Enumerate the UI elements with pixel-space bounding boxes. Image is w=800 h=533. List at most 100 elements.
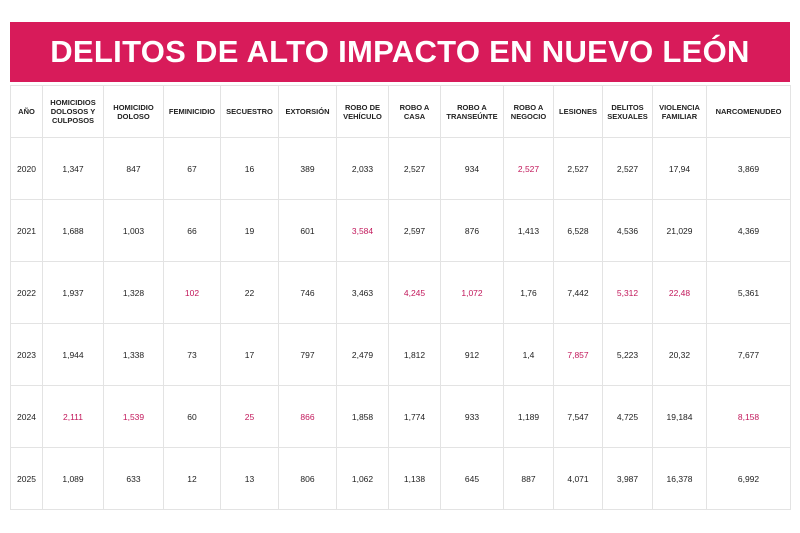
value-cell: 2,527: [388, 137, 441, 200]
value-cell: 1,4: [503, 323, 554, 386]
value-cell: 866: [278, 385, 337, 448]
value-cell: 1,812: [388, 323, 441, 386]
column-header: ROBO A CASA: [388, 85, 441, 138]
value-cell: 60: [163, 385, 221, 448]
value-cell: 1,328: [103, 261, 164, 324]
value-cell: 1,774: [388, 385, 441, 448]
column-header: FEMINICIDIO: [163, 85, 221, 138]
value-cell: 5,312: [602, 261, 653, 324]
value-cell: 2,597: [388, 199, 441, 262]
value-cell: 2,111: [42, 385, 104, 448]
value-cell: 2,033: [336, 137, 389, 200]
year-cell: 2021: [10, 199, 43, 262]
value-cell: 20,32: [652, 323, 707, 386]
column-header: VIOLENCIA FAMILIAR: [652, 85, 707, 138]
value-cell: 806: [278, 447, 337, 510]
table-row: 2020 1,347 847 67 16 389 2,033 2,527 934 2,527 2,5…: [10, 137, 791, 200]
value-cell: 4,369: [706, 199, 791, 262]
value-cell: 4,071: [553, 447, 603, 510]
value-cell: 3,584: [336, 199, 389, 262]
column-header: HOMICIDIO DOLOSO: [103, 85, 164, 138]
column-header: ROBO A NEGOCIO: [503, 85, 554, 138]
value-cell: 2,527: [503, 137, 554, 200]
year-cell: 2020: [10, 137, 43, 200]
value-cell: 6,528: [553, 199, 603, 262]
value-cell: 19,184: [652, 385, 707, 448]
value-cell: 13: [220, 447, 279, 510]
value-cell: 73: [163, 323, 221, 386]
year-cell: 2022: [10, 261, 43, 324]
table-row: 2021 1,688 1,003 66 19 601 3,584 2,597 876 1,413 6…: [10, 199, 791, 262]
value-cell: 912: [440, 323, 504, 386]
value-cell: 633: [103, 447, 164, 510]
value-cell: 21,029: [652, 199, 707, 262]
value-cell: 1,76: [503, 261, 554, 324]
year-cell: 2024: [10, 385, 43, 448]
value-cell: 1,944: [42, 323, 104, 386]
value-cell: 2,479: [336, 323, 389, 386]
column-header: EXTORSIÓN: [278, 85, 337, 138]
year-cell: 2025: [10, 447, 43, 510]
value-cell: 933: [440, 385, 504, 448]
value-cell: 17: [220, 323, 279, 386]
column-header: DELITOS SEXUALES: [602, 85, 653, 138]
value-cell: 5,361: [706, 261, 791, 324]
value-cell: 7,547: [553, 385, 603, 448]
value-cell: 1,072: [440, 261, 504, 324]
value-cell: 12: [163, 447, 221, 510]
value-cell: 66: [163, 199, 221, 262]
value-cell: 1,138: [388, 447, 441, 510]
value-cell: 16: [220, 137, 279, 200]
header-row: AÑO HOMICIDIOS DOLOSOS Y CULPOSOS HOMICIDI…: [10, 85, 791, 138]
value-cell: 5,223: [602, 323, 653, 386]
value-cell: 847: [103, 137, 164, 200]
column-header: ROBO A TRANSEÚNTE: [440, 85, 504, 138]
value-cell: 746: [278, 261, 337, 324]
value-cell: 8,158: [706, 385, 791, 448]
value-cell: 887: [503, 447, 554, 510]
column-header: HOMICIDIOS DOLOSOS Y CULPOSOS: [42, 85, 104, 138]
value-cell: 2,527: [602, 137, 653, 200]
value-cell: 934: [440, 137, 504, 200]
table-row: 2023 1,944 1,338 73 17 797 2,479 1,812 912 1,4 7,8…: [10, 323, 791, 386]
value-cell: 1,338: [103, 323, 164, 386]
column-header: ROBO DE VEHÍCULO: [336, 85, 389, 138]
title-banner: DELITOS DE ALTO IMPACTO EN NUEVO LEÓN: [10, 22, 790, 82]
year-cell: 2023: [10, 323, 43, 386]
value-cell: 102: [163, 261, 221, 324]
value-cell: 876: [440, 199, 504, 262]
value-cell: 4,245: [388, 261, 441, 324]
value-cell: 17,94: [652, 137, 707, 200]
value-cell: 1,937: [42, 261, 104, 324]
table-row: 2025 1,089 633 12 13 806 1,062 1,138 645 887 4,071…: [10, 447, 791, 510]
value-cell: 19: [220, 199, 279, 262]
value-cell: 6,992: [706, 447, 791, 510]
value-cell: 797: [278, 323, 337, 386]
value-cell: 22,48: [652, 261, 707, 324]
value-cell: 3,463: [336, 261, 389, 324]
value-cell: 1,189: [503, 385, 554, 448]
value-cell: 4,536: [602, 199, 653, 262]
value-cell: 645: [440, 447, 504, 510]
value-cell: 7,857: [553, 323, 603, 386]
value-cell: 1,858: [336, 385, 389, 448]
crime-table: AÑO HOMICIDIOS DOLOSOS Y CULPOSOS HOMICIDI…: [10, 85, 791, 510]
value-cell: 7,677: [706, 323, 791, 386]
table-row: 2022 1,937 1,328 102 22 746 3,463 4,245 1,072 1,7…: [10, 261, 791, 324]
value-cell: 389: [278, 137, 337, 200]
value-cell: 2,527: [553, 137, 603, 200]
value-cell: 4,725: [602, 385, 653, 448]
column-header: AÑO: [10, 85, 43, 138]
value-cell: 601: [278, 199, 337, 262]
value-cell: 1,347: [42, 137, 104, 200]
column-header: SECUESTRO: [220, 85, 279, 138]
value-cell: 1,688: [42, 199, 104, 262]
value-cell: 1,539: [103, 385, 164, 448]
value-cell: 3,987: [602, 447, 653, 510]
value-cell: 22: [220, 261, 279, 324]
value-cell: 67: [163, 137, 221, 200]
table-row: 2024 2,111 1,539 60 25 866 1,858 1,774 933 1,189 7…: [10, 385, 791, 448]
value-cell: 1,413: [503, 199, 554, 262]
value-cell: 3,869: [706, 137, 791, 200]
